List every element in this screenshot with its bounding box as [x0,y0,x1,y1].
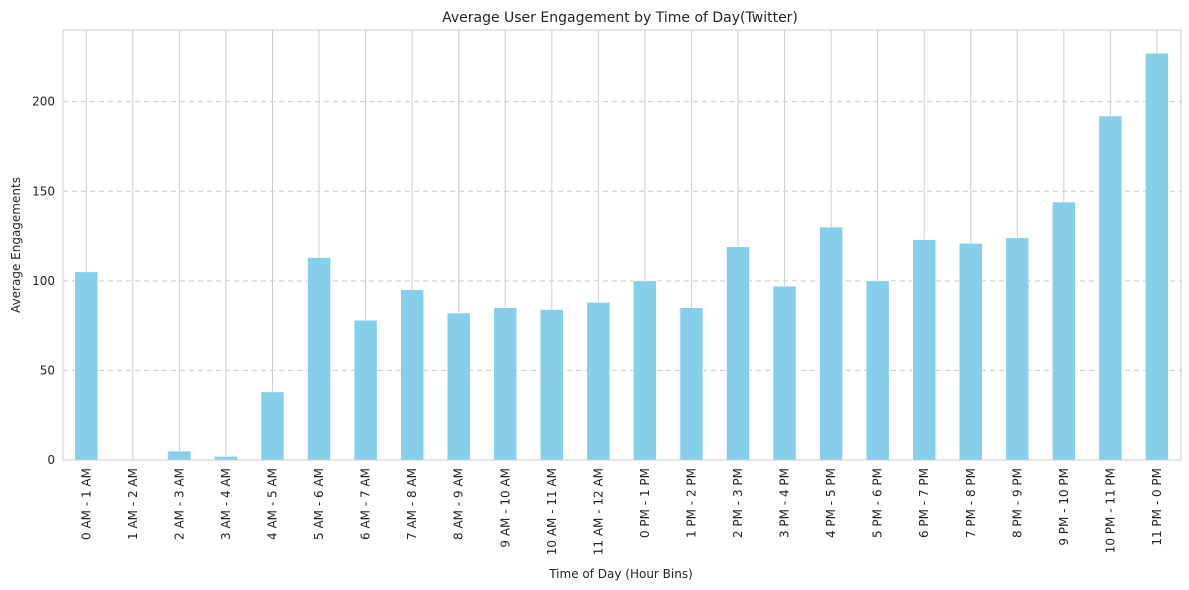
bar [493,307,517,461]
x-tick-label: 1 PM - 2 PM [684,468,698,538]
bar [214,456,238,461]
bar [167,450,192,461]
x-tick-label: 9 AM - 10 AM [498,468,512,548]
bar [819,226,843,461]
y-tick-label: 200 [32,95,55,109]
x-tick-label: 3 PM - 4 PM [778,468,792,538]
bar [912,239,936,461]
x-tick-label: 11 PM - 0 PM [1150,468,1164,546]
bar [865,280,890,461]
bar [1005,237,1030,461]
x-tick-label: 2 PM - 3 PM [731,468,745,538]
bar [446,312,471,461]
x-tick-label: 11 AM - 12 AM [591,468,605,555]
x-tick-label: 2 AM - 3 AM [172,468,186,540]
y-tick-label: 0 [47,453,55,467]
bar [959,242,983,461]
bar [1145,53,1169,461]
x-tick-label: 0 PM - 1 PM [638,468,652,538]
x-tick-label: 4 AM - 5 AM [266,468,280,540]
bar [540,309,564,461]
x-axis-label: Time of Day (Hour Bins) [548,567,693,581]
x-tick-label: 6 AM - 7 AM [359,468,373,540]
bar [1052,201,1076,461]
bar [633,280,657,461]
x-tick-label: 8 AM - 9 AM [452,468,466,540]
bar [1098,115,1123,461]
bar [772,285,797,461]
x-tick-label: 10 AM - 11 AM [545,468,559,555]
x-tick-label: 7 AM - 8 AM [405,468,419,540]
y-tick-label: 100 [32,274,55,288]
bar [726,246,750,461]
x-tick-label: 7 PM - 8 PM [964,468,978,538]
y-tick-label: 150 [32,184,55,198]
x-tick-label: 6 PM - 7 PM [917,468,931,538]
x-tick-label: 10 PM - 11 PM [1103,468,1117,553]
bar [307,257,331,461]
y-axis-label: Average Engagements [9,177,23,313]
bar [586,302,611,461]
x-tick-label: 9 PM - 10 PM [1057,468,1071,546]
x-tick-label: 3 AM - 4 AM [219,468,233,540]
bar [353,320,378,461]
chart-title: Average User Engagement by Time of Day(T… [442,10,798,26]
bar [679,307,704,461]
plot-frame [62,29,1182,461]
x-tick-label: 0 AM - 1 AM [79,468,93,540]
bar [400,289,424,461]
bar [260,391,285,461]
x-tick-label: 5 AM - 6 AM [312,468,326,540]
x-tick-label: 1 AM - 2 AM [126,468,140,540]
x-tick-label: 5 PM - 6 PM [871,468,885,538]
bar [74,271,99,461]
y-tick-label: 50 [40,363,55,377]
x-tick-label: 4 PM - 5 PM [824,468,838,538]
x-tick-label: 8 PM - 9 PM [1010,468,1024,538]
